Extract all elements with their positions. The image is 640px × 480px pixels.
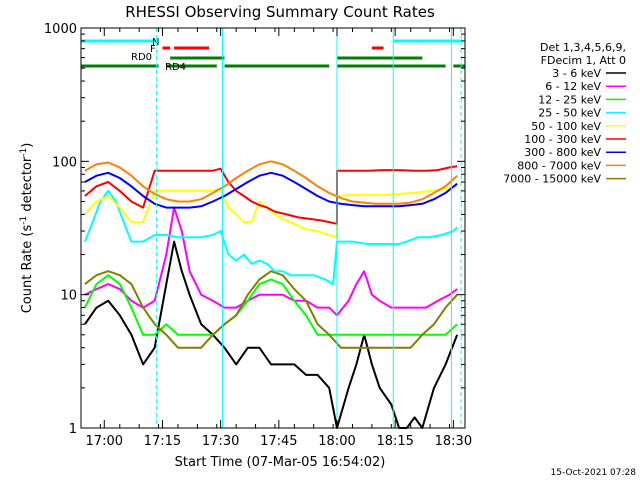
plot-frame xyxy=(80,27,466,429)
series-layer xyxy=(83,160,459,429)
legend-label-8: 800 - 7000 keV xyxy=(517,159,601,172)
series-line-2 xyxy=(84,206,458,317)
legend-header-1: Det 1,3,4,5,6,9, xyxy=(540,41,626,54)
series-line-8 xyxy=(84,160,458,205)
x-tick-label-7: 18:30 xyxy=(435,434,472,449)
x-tick-label-4: 17:45 xyxy=(260,434,297,449)
series-line-9 xyxy=(84,270,458,349)
y-axis-label-part: detector xyxy=(20,156,35,216)
legend-label-4: 25 - 50 keV xyxy=(538,107,601,120)
legend-label-5: 50 - 100 keV xyxy=(531,120,601,133)
axes: 17:00 17:15 17:30 17:45 18:00 18:15 18:30 1 10 10… xyxy=(44,22,472,449)
x-tick-label-1: 17:00 xyxy=(86,434,123,449)
y-axis-label-part: -1 xyxy=(19,216,29,225)
y-tick-label-2: 10 xyxy=(60,289,77,304)
y-axis-label-part: -1 xyxy=(19,148,29,157)
flag-rd0-label: RD0 xyxy=(131,52,152,63)
legend-label-3: 12 - 25 keV xyxy=(538,93,601,106)
y-axis-label-part: Count Rate (s xyxy=(20,225,35,314)
y-axis-label-part: ) xyxy=(20,143,35,148)
flag-f-label: F xyxy=(150,44,156,55)
legend: Det 1,3,4,5,6,9,FDecim 1, Att 03 - 6 keV… xyxy=(503,41,626,186)
x-tick-label-3: 17:30 xyxy=(202,434,239,449)
boundary-lines xyxy=(156,28,462,428)
chart-title: RHESSI Observing Summary Count Rates xyxy=(125,3,435,21)
legend-label-1: 3 - 6 keV xyxy=(552,67,601,80)
series-line-3 xyxy=(84,274,458,336)
legend-label-9: 7000 - 15000 keV xyxy=(503,173,601,186)
legend-label-6: 100 - 300 keV xyxy=(524,133,601,146)
x-axis-label: Start Time (07-Mar-05 16:54:02) xyxy=(175,455,386,470)
x-tick-label-2: 17:15 xyxy=(144,434,181,449)
y-tick-label-1: 1 xyxy=(69,422,77,437)
series-line-6 xyxy=(84,165,458,225)
series-line-7 xyxy=(84,171,458,209)
x-tick-label-6: 18:15 xyxy=(376,434,413,449)
x-tick-label-5: 18:00 xyxy=(318,434,355,449)
flag-n-label: N xyxy=(152,37,159,48)
y-axis-label: Count Rate (s-1 detector-1) xyxy=(19,143,35,314)
y-tick-label-4: 1000 xyxy=(44,22,77,37)
legend-label-7: 300 - 800 keV xyxy=(524,146,601,159)
flag-rd4-label: RD4 xyxy=(165,62,186,73)
y-tick-label-3: 100 xyxy=(52,155,77,170)
series-line-4 xyxy=(83,189,458,286)
legend-header-2: FDecim 1, Att 0 xyxy=(541,54,626,67)
legend-label-2: 6 - 12 keV xyxy=(545,80,601,93)
footer-timestamp: 15-Oct-2021 07:28 xyxy=(551,468,637,478)
